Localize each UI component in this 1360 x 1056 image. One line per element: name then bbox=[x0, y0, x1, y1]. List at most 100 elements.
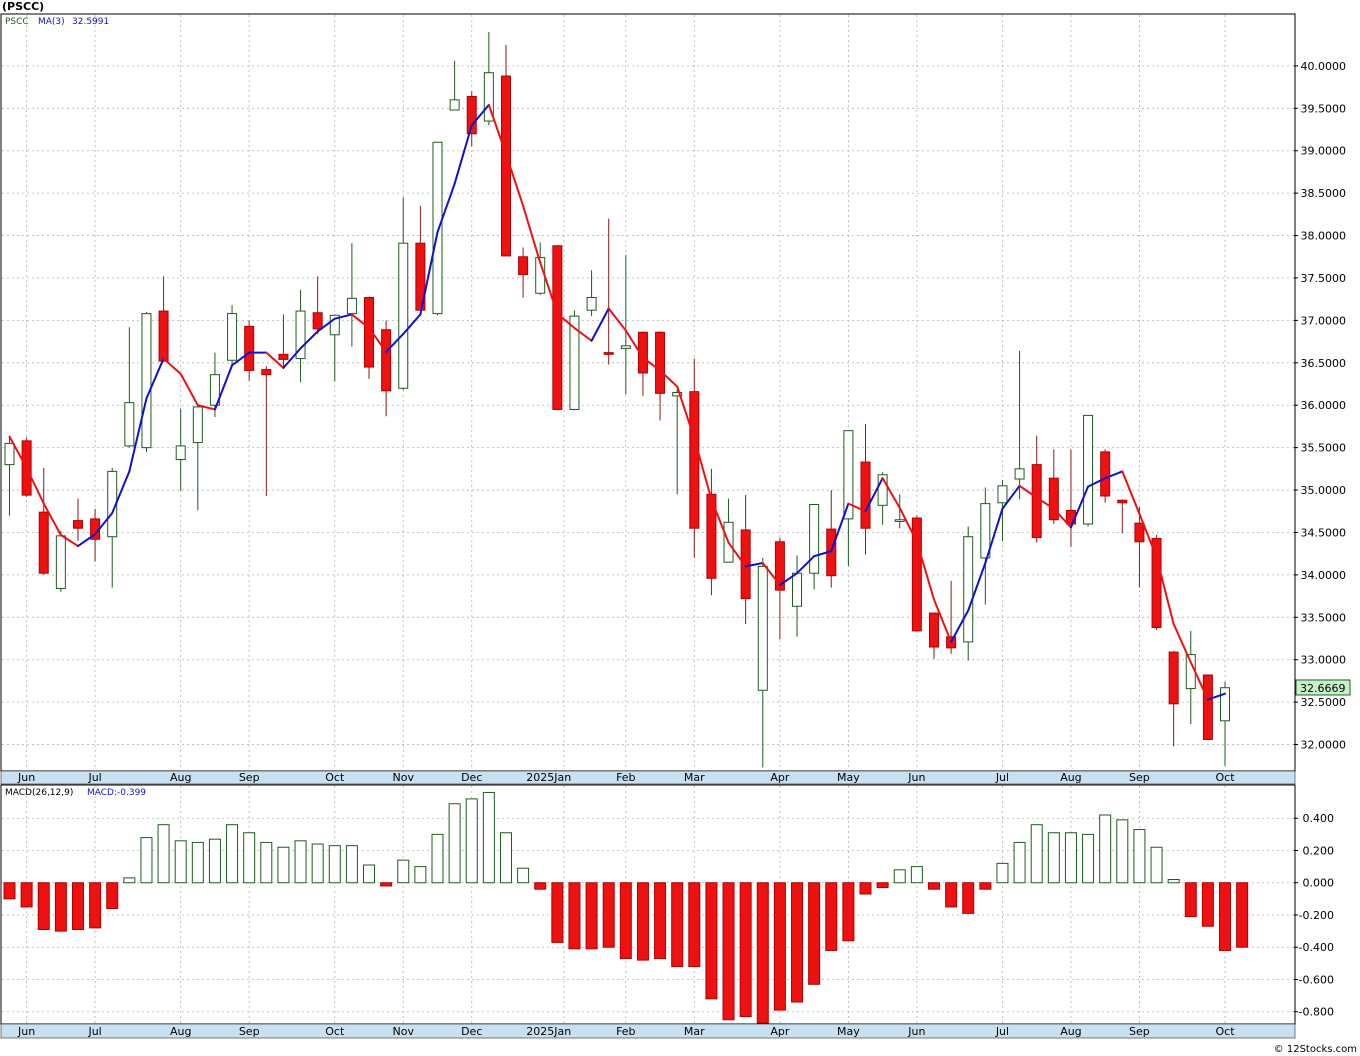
ma-segment bbox=[539, 261, 559, 315]
macd-bar bbox=[277, 846, 290, 884]
candle bbox=[1168, 651, 1179, 747]
candle bbox=[261, 366, 272, 496]
candle bbox=[364, 296, 375, 379]
macd-month-label: 2025Jan bbox=[526, 1025, 571, 1038]
candle-body bbox=[552, 245, 563, 410]
ma-segment bbox=[761, 562, 781, 587]
ma-segment bbox=[1052, 507, 1072, 529]
ma-segment bbox=[522, 204, 542, 264]
macd-bar bbox=[1219, 882, 1232, 951]
candle bbox=[620, 255, 631, 395]
ma-segment bbox=[25, 467, 45, 505]
price-legend-ma-label: MA(3) bbox=[38, 17, 65, 27]
candle bbox=[552, 245, 563, 411]
price-month-label: Mar bbox=[684, 771, 705, 784]
price-tick-label: 35.0000 bbox=[1301, 484, 1347, 497]
ma-segment bbox=[1121, 470, 1141, 515]
candle bbox=[637, 331, 648, 396]
price-month-label: Nov bbox=[393, 771, 415, 784]
candle bbox=[980, 487, 991, 605]
macd-bar bbox=[1064, 832, 1077, 884]
ma-segment bbox=[1018, 484, 1038, 499]
macd-bar bbox=[140, 837, 153, 884]
ma-segment bbox=[162, 357, 182, 375]
price-month-label: Oct bbox=[1216, 771, 1236, 784]
candle-body bbox=[1048, 477, 1059, 521]
price-legend-symbol: PSCC bbox=[5, 17, 29, 27]
macd-bar bbox=[397, 859, 410, 884]
macd-bar bbox=[482, 791, 495, 884]
macd-bar bbox=[1082, 833, 1095, 884]
candle-body bbox=[209, 374, 220, 406]
ma-segment bbox=[436, 182, 456, 234]
price-tick-label: 38.5000 bbox=[1301, 187, 1347, 200]
macd-bar bbox=[20, 882, 33, 908]
candle bbox=[72, 498, 83, 541]
ma-segment bbox=[453, 124, 473, 185]
macd-bar bbox=[893, 869, 906, 884]
price-legend-ma-value: 32.5991 bbox=[72, 17, 109, 27]
macd-tick-label: -0.600 bbox=[1299, 973, 1334, 986]
ma-segment bbox=[1001, 484, 1021, 510]
macd-bar bbox=[260, 841, 273, 884]
candle bbox=[1134, 507, 1145, 588]
macd-bar bbox=[448, 803, 461, 884]
candle-body bbox=[706, 493, 717, 579]
macd-bars bbox=[3, 791, 1249, 1024]
candle-body bbox=[1202, 674, 1213, 740]
candle-body bbox=[689, 391, 700, 529]
price-month-label: Oct bbox=[325, 771, 345, 784]
macd-bar bbox=[243, 832, 256, 884]
candle bbox=[449, 60, 460, 111]
candle-body bbox=[381, 329, 392, 392]
candle bbox=[1151, 535, 1162, 631]
price-month-label: Sep bbox=[1129, 771, 1150, 784]
ma-segment bbox=[385, 332, 405, 353]
macd-bar bbox=[54, 882, 67, 932]
candle bbox=[312, 276, 323, 334]
macd-bar bbox=[705, 882, 718, 1000]
macd-legend-label: MACD(26,12,9) bbox=[5, 788, 73, 798]
macd-bar bbox=[1030, 824, 1043, 884]
price-month-label: Aug bbox=[170, 771, 191, 784]
price-tick-label: 37.5000 bbox=[1301, 272, 1347, 285]
candle-body bbox=[911, 517, 922, 632]
macd-month-label: Jul bbox=[995, 1025, 1009, 1038]
candle-body bbox=[192, 406, 203, 444]
candle-body bbox=[877, 474, 888, 506]
macd-month-label: Feb bbox=[616, 1025, 635, 1038]
macd-bar bbox=[842, 882, 855, 942]
ma-segment bbox=[487, 103, 507, 156]
candle-body bbox=[774, 541, 785, 591]
price-tick-label: 40.0000 bbox=[1301, 60, 1347, 73]
candle bbox=[192, 403, 203, 511]
macd-bar bbox=[1150, 846, 1163, 884]
macd-bar bbox=[465, 798, 478, 884]
ma-segment bbox=[641, 356, 662, 372]
candle bbox=[329, 314, 340, 382]
price-axis-ticks: 32.0000 32.5000 33.0000 33.5000 34.0000 34.50… bbox=[1294, 60, 1346, 752]
ma-segment bbox=[196, 404, 216, 411]
candle-body bbox=[312, 312, 323, 330]
macd-month-labels: Jun Jul Aug Sep Oct Nov Dec 2025Jan Feb Mar Apr May… bbox=[17, 1025, 1235, 1038]
macd-bar bbox=[1167, 879, 1180, 884]
macd-bar bbox=[825, 882, 838, 951]
candle bbox=[740, 495, 751, 625]
macd-bar bbox=[157, 824, 170, 884]
ma-segment bbox=[950, 609, 970, 643]
macd-bar bbox=[739, 882, 752, 1018]
macd-month-label: Nov bbox=[393, 1025, 415, 1038]
candle bbox=[655, 331, 666, 421]
moving-average-line bbox=[8, 103, 1227, 701]
candle bbox=[295, 289, 306, 383]
price-month-label: Jul bbox=[995, 771, 1009, 784]
ma-segment bbox=[556, 312, 576, 330]
candle-body bbox=[346, 297, 357, 315]
ma-segment bbox=[1035, 496, 1055, 510]
macd-tick-label: -0.400 bbox=[1299, 941, 1334, 954]
candle bbox=[244, 320, 255, 381]
candle bbox=[141, 311, 152, 452]
ma-segment bbox=[932, 598, 953, 643]
candle-body bbox=[364, 296, 375, 368]
